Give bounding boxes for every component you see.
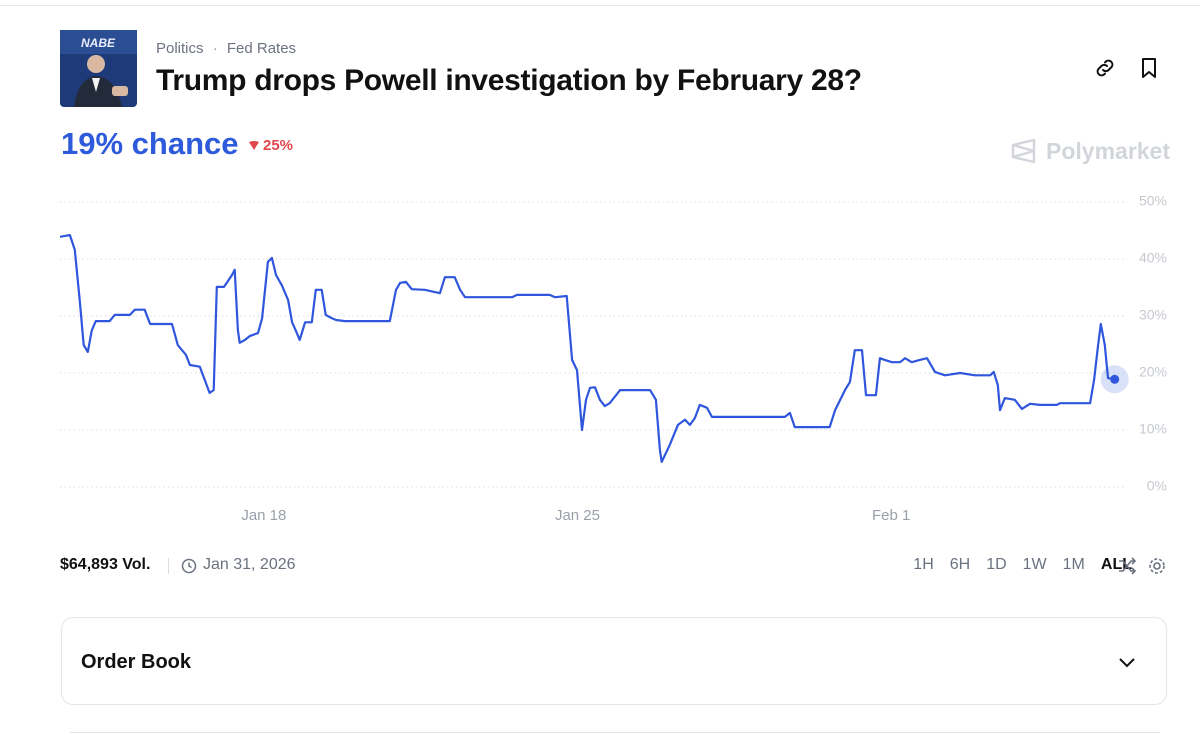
market-image: NABE bbox=[60, 30, 137, 107]
breadcrumbs: Politics · Fed Rates bbox=[156, 40, 297, 57]
range-button[interactable]: 1H bbox=[913, 556, 934, 573]
y-tick-label: 0% bbox=[1147, 478, 1167, 494]
x-tick-label: Feb 1 bbox=[872, 507, 910, 524]
down-icon bbox=[249, 141, 259, 150]
breadcrumb[interactable]: Politics bbox=[156, 40, 204, 57]
range-button[interactable]: 1D bbox=[986, 556, 1007, 573]
end-date: Jan 31, 2026 bbox=[203, 556, 296, 573]
current-point bbox=[1110, 374, 1120, 384]
market-title: Trump drops Powell investigation by Febr… bbox=[156, 64, 862, 97]
range-buttons: 1H 6H 1D 1W 1M ALL bbox=[913, 556, 1132, 574]
y-tick-label: 20% bbox=[1139, 364, 1167, 380]
separator bbox=[168, 558, 169, 574]
y-tick-label: 40% bbox=[1139, 250, 1167, 266]
breadcrumb[interactable]: Fed Rates bbox=[226, 40, 297, 57]
x-tick-label: Jan 18 bbox=[241, 507, 286, 524]
range-button[interactable]: 1W bbox=[1022, 556, 1047, 573]
y-tick-label: 10% bbox=[1139, 421, 1167, 437]
price-line bbox=[59, 234, 1115, 463]
bookmark-button[interactable] bbox=[1137, 56, 1161, 80]
order-book-title: Order Book bbox=[81, 651, 192, 673]
order-book-panel[interactable]: Order Book bbox=[61, 617, 1167, 705]
change: 25% bbox=[263, 137, 294, 154]
shuffle-button[interactable] bbox=[1117, 556, 1137, 576]
link-button[interactable] bbox=[1093, 56, 1117, 80]
chart: 0% 10% 20% 30% 40% 50% Jan 18 Jan 25 Feb 1 bbox=[59, 193, 1167, 524]
settings-button[interactable] bbox=[1147, 556, 1167, 576]
chevron bbox=[1119, 658, 1135, 668]
brand: Polymarket bbox=[1046, 138, 1171, 164]
range-button[interactable]: 6H bbox=[949, 556, 971, 573]
y-tick-label: 50% bbox=[1139, 193, 1167, 209]
top-divider bbox=[0, 5, 1200, 6]
chance: 19% chance bbox=[61, 126, 239, 161]
y-tick-label: 30% bbox=[1139, 307, 1167, 323]
clock-icon bbox=[181, 558, 197, 574]
brand-logo bbox=[1011, 138, 1036, 164]
volume: $64,893 Vol. bbox=[60, 556, 151, 573]
svg-text:NABE: NABE bbox=[81, 36, 116, 50]
x-tick-label: Jan 25 bbox=[555, 507, 600, 524]
bottom-divider bbox=[70, 732, 1160, 733]
range-button[interactable]: 1M bbox=[1062, 556, 1085, 573]
